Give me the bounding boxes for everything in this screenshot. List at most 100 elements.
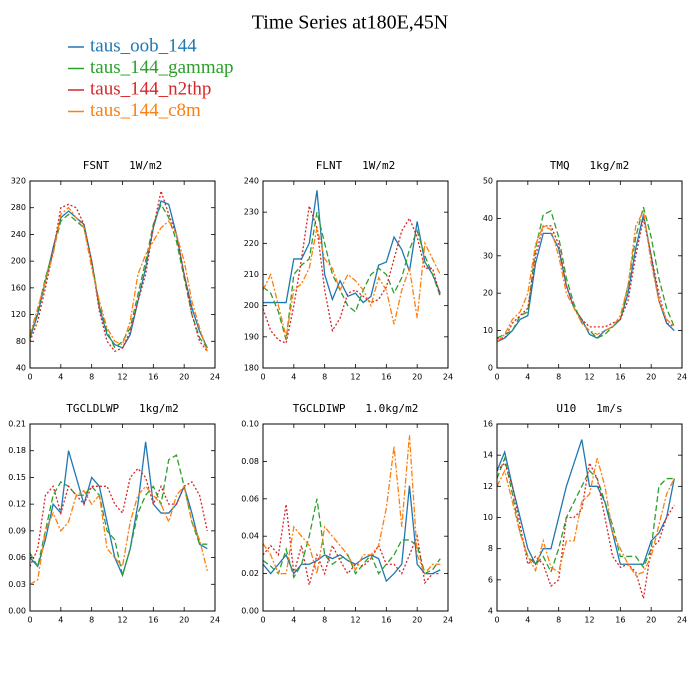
- x-tick-label: 4: [525, 373, 530, 382]
- series-line: [262, 504, 441, 585]
- y-tick-label: 0.15: [8, 473, 26, 482]
- legend-label: taus_144_gammap: [90, 57, 234, 78]
- y-tick-label: 0.18: [8, 446, 26, 455]
- y-tick-label: 0.00: [241, 607, 259, 616]
- series-line: [496, 208, 675, 343]
- panel-title: TMQ 1kg/m2: [550, 159, 629, 172]
- x-tick-label: 4: [291, 373, 296, 382]
- series-line: [262, 212, 441, 341]
- y-tick-label: 0.00: [8, 607, 26, 616]
- x-tick-label: 16: [148, 373, 158, 382]
- x-tick-label: 16: [381, 616, 391, 625]
- x-tick-label: 0: [494, 373, 499, 382]
- series-line: [496, 214, 675, 343]
- x-tick-label: 12: [350, 616, 360, 625]
- y-tick-label: 160: [11, 283, 26, 292]
- y-tick-label: 210: [244, 270, 259, 279]
- series-line: [262, 205, 441, 344]
- y-tick-label: 80: [16, 337, 26, 346]
- series-line: [496, 207, 675, 339]
- plot-frame: [262, 180, 449, 369]
- x-tick-label: 20: [646, 373, 656, 382]
- x-tick-label: 8: [89, 616, 94, 625]
- x-tick-label: 8: [322, 616, 327, 625]
- series-line: [496, 458, 675, 576]
- x-tick-label: 12: [584, 616, 594, 625]
- x-tick-label: 12: [350, 373, 360, 382]
- x-tick-label: 24: [677, 616, 687, 625]
- y-tick-label: 10: [483, 326, 493, 335]
- figure-title: Time Series at180E,45N: [252, 12, 448, 34]
- x-tick-label: 20: [412, 373, 422, 382]
- x-tick-label: 20: [179, 373, 189, 382]
- y-tick-label: 10: [483, 513, 493, 522]
- y-tick-label: 0.06: [8, 553, 26, 562]
- series-line: [29, 454, 208, 576]
- series-line: [29, 441, 208, 578]
- y-tick-label: 280: [11, 203, 26, 212]
- series-line: [263, 190, 441, 304]
- x-tick-label: 24: [677, 373, 687, 382]
- y-tick-label: 200: [244, 301, 259, 310]
- y-tick-label: 30: [483, 251, 493, 260]
- y-tick-label: 0.04: [241, 532, 259, 541]
- y-tick-label: 240: [11, 230, 26, 239]
- x-tick-label: 12: [117, 373, 127, 382]
- series-line: [29, 484, 208, 585]
- series-line: [29, 202, 208, 350]
- panel-title: U10 1m/s: [556, 402, 622, 415]
- series-line: [29, 200, 208, 349]
- panel: TMQ 1kg/m2 0 10 20 30 40 50 0 4 8 12 16 20 24: [483, 159, 687, 382]
- y-tick-label: 0.21: [8, 420, 26, 429]
- x-tick-label: 8: [556, 373, 561, 382]
- x-tick-label: 12: [584, 373, 594, 382]
- series-line: [262, 498, 441, 579]
- y-tick-label: 40: [483, 214, 493, 223]
- y-tick-label: 230: [244, 208, 259, 217]
- x-tick-label: 16: [615, 373, 625, 382]
- x-tick-label: 8: [556, 616, 561, 625]
- series-line: [262, 435, 441, 575]
- y-tick-label: 0.10: [241, 420, 259, 429]
- x-tick-label: 16: [381, 373, 391, 382]
- x-tick-label: 0: [260, 616, 265, 625]
- x-tick-label: 16: [615, 616, 625, 625]
- x-tick-label: 0: [260, 373, 265, 382]
- y-tick-label: 20: [483, 289, 493, 298]
- y-tick-label: 4: [488, 607, 493, 616]
- series-line: [29, 206, 208, 352]
- panel: FLNT 1W/m2 180 190 200 210 220 230 240 0 4 8 12 16 20…: [244, 159, 453, 382]
- y-tick-label: 0.12: [8, 500, 26, 509]
- y-tick-label: 8: [488, 544, 493, 553]
- x-tick-label: 20: [412, 616, 422, 625]
- y-tick-label: 0.03: [8, 580, 26, 589]
- y-tick-label: 0.08: [241, 457, 259, 466]
- series-line: [497, 218, 675, 339]
- panel-title: FLNT 1W/m2: [316, 159, 395, 172]
- series-line: [496, 460, 675, 599]
- y-tick-label: 0.02: [241, 569, 259, 578]
- series-line: [262, 227, 441, 337]
- x-tick-label: 8: [89, 373, 94, 382]
- x-tick-label: 4: [525, 616, 530, 625]
- series-line: [496, 455, 675, 574]
- y-tick-label: 0: [488, 364, 493, 373]
- panel-title: TGCLDIWP 1.0kg/m2: [293, 402, 419, 415]
- plot-frame: [496, 180, 683, 369]
- y-tick-label: 0.06: [241, 494, 259, 503]
- x-tick-label: 24: [210, 373, 220, 382]
- x-tick-label: 4: [58, 616, 63, 625]
- series-line: [496, 439, 675, 566]
- x-tick-label: 4: [58, 373, 63, 382]
- y-tick-label: 0.09: [8, 526, 26, 535]
- series-line: [29, 467, 208, 567]
- series-line: [29, 188, 208, 353]
- plot-frame: [496, 423, 683, 612]
- y-tick-label: 180: [244, 364, 259, 373]
- y-tick-label: 12: [483, 482, 493, 491]
- x-tick-label: 24: [210, 616, 220, 625]
- legend-label: taus_oob_144: [90, 35, 197, 56]
- plot-frame: [262, 423, 449, 612]
